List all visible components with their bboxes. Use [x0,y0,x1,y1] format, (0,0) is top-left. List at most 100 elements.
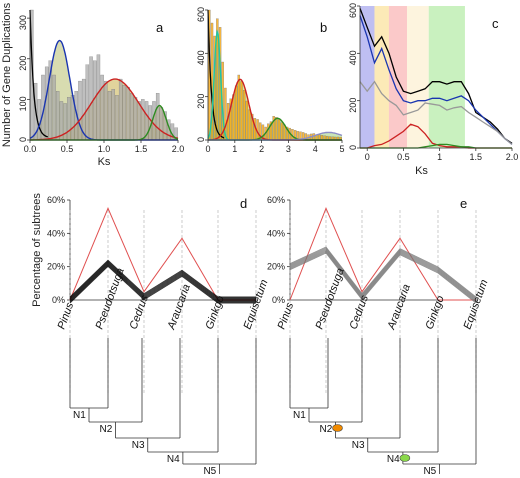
series-band-e-1-6 [289,246,477,298]
taxon-label-pinus: Pinus [276,301,297,331]
panel-letter-c: c [492,16,499,31]
series-band-d-1-6 [69,259,256,298]
taxon-label-equisetum: Equisetum [462,278,491,331]
node-label-n1: N1 [293,410,306,421]
x-tick-label-c-3: 1.5 [470,152,483,162]
y-tick-label-d-0: 0% [52,295,65,305]
phylogeny-tree-right: Pinus Pseudotsuga Cedrus Araucaria Ginkgo Equ… [276,267,491,477]
bar-b-15 [248,109,251,141]
bar-b-12 [240,81,243,141]
x-tick-label-a-1: 0.5 [61,144,74,154]
bar-a-10 [67,97,71,141]
taxon-label-araucaria: Araucaria [385,283,413,332]
y-tick-label-a-3: 300 [18,15,28,30]
x-tick-label-b-3: 3 [286,144,291,154]
bar-b-25 [275,117,278,141]
series-band-d-1-0 [69,265,256,304]
taxon-label-cedrus: Cedrus [348,293,372,331]
taxon-label-pseudotsuga: Pseudotsuga [94,267,127,331]
y-tick-label-c-2: 400 [348,50,358,65]
band-c-2 [388,6,408,148]
taxon-label-pinus: Pinus [56,301,77,331]
y-axis-title-d: Percentage of subtrees [31,193,43,307]
y-tick-label-a-2: 200 [18,56,28,71]
y-tick-label-e-2: 40% [267,228,285,238]
bar-a-19 [100,74,104,141]
y-tick-label-b-2: 400 [196,50,206,65]
series-line-c-1 [359,15,513,145]
bar-a-15 [85,64,90,141]
y-tick-label-a-0: 0 [18,137,28,142]
bar-a-23 [115,95,119,141]
panel-a: 0.0 0.5 1.0 1.5 2.0 0 100 200 300 a Ks Number of Ge… [1,2,184,168]
bar-b-27 [280,122,283,141]
series-band-d-1-3 [69,262,256,301]
bar-b-10 [234,85,238,141]
bar-a-13 [78,80,82,141]
x-tick-label-a-4: 2.0 [172,144,185,154]
series-line-c-0 [359,8,513,144]
wgd-marker-n2 [332,424,343,432]
panel-c: 0 0.5 1 1.5 2.0 0 200 400 600 c Ks [348,3,518,177]
series-band-d-1-2 [69,263,256,302]
series-band-d-1-1 [69,264,256,303]
taxon-label-equisetum: Equisetum [242,278,271,331]
y-tick-label-d-3: 60% [47,195,65,205]
panel-letter-d: d [240,196,247,211]
series-line-e-0 [289,206,476,301]
x-tick-label-b-2: 2 [259,144,264,154]
x-tick-label-c-2: 1 [437,152,442,162]
y-tick-label-c-1: 200 [348,98,358,113]
x-tick-label-a-3: 1.5 [135,144,148,154]
curve-fill-b-0 [208,32,342,141]
bar-a-22 [111,89,115,141]
band-c-0 [360,6,375,148]
bar-a-24 [118,78,123,141]
x-tick-label-c-1: 0.5 [397,152,410,162]
taxon-label-cedrus: Cedrus [128,293,152,331]
node-label-n2: N2 [100,424,113,435]
panel-letter-b: b [320,20,327,35]
bar-a-2 [37,99,41,141]
curve-fill-a-1 [30,79,178,140]
curve-fill-b-2 [208,118,342,140]
bar-a-16 [89,56,93,141]
bar-b-26 [277,119,281,141]
x-tick-label-b-4: 4 [313,144,318,154]
bar-b-14 [245,100,249,141]
bar-a-6 [52,74,56,141]
y-tick-label-d-2: 40% [47,228,65,238]
x-axis-title-c: Ks [415,165,428,177]
bar-b-22 [267,123,270,141]
panel-letter-a: a [156,20,164,35]
fit-curve-a-1 [30,78,179,141]
curve-fill-a-2 [30,105,178,140]
bar-a-20 [104,80,108,141]
y-tick-label-b-3: 600 [196,7,206,22]
series-band-e-1-0 [289,252,477,304]
bar-a-28 [133,97,138,141]
series-band-d-1-4 [69,261,256,300]
y-tick-label-b-1: 200 [196,94,206,109]
x-tick-label-b-5: 5 [339,144,344,154]
y-tick-label-d-1: 20% [47,262,65,272]
y-tick-label-e-1: 20% [267,262,285,272]
bar-b-42 [320,135,324,141]
node-label-n2: N2 [320,424,333,435]
bar-b-13 [242,90,246,141]
bar-a-7 [56,91,60,141]
wgd-marker-n4 [399,454,411,462]
taxon-label-araucaria: Araucaria [165,283,193,332]
x-tick-label-b-0: 0 [205,144,210,154]
taxon-label-pseudotsuga: Pseudotsuga [314,267,347,331]
bar-a-26 [126,87,130,141]
series-band-e-1-3 [289,249,477,301]
series-band-e-1-4 [289,248,477,300]
series-band-d-1-5 [69,260,256,299]
node-label-n4: N4 [387,454,400,465]
series-band-e-1-2 [289,250,477,302]
node-label-n5: N5 [423,466,436,477]
y-tick-label-b-0: 0 [196,137,206,142]
bar-a-29 [137,101,141,141]
series-band-e-1-5 [289,247,477,299]
